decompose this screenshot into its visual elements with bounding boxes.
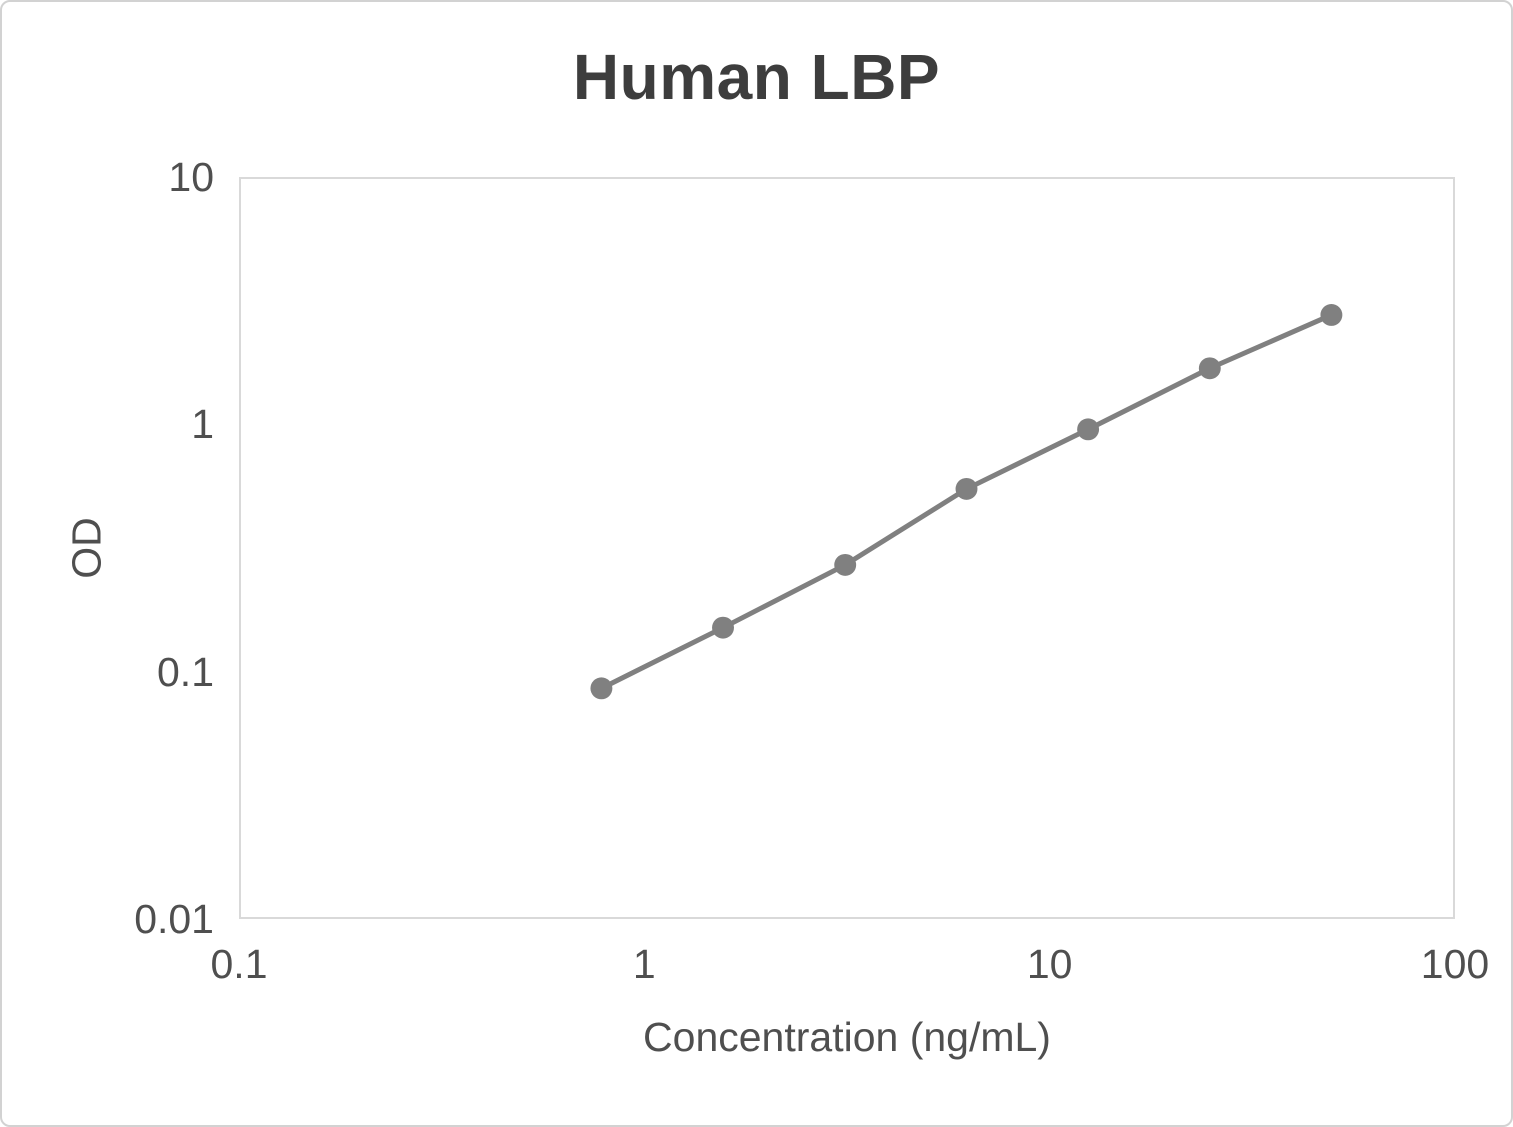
- x-tick-label: 10: [1026, 941, 1073, 987]
- data-point-marker: [590, 677, 613, 700]
- data-point-marker: [1320, 304, 1343, 326]
- data-point-marker: [712, 616, 734, 639]
- y-tick-label: 1: [191, 401, 214, 448]
- plot-area: [239, 177, 1455, 919]
- chart-title: Human LBP: [572, 41, 941, 113]
- y-axis-title: OD: [63, 517, 110, 579]
- y-tick-label: 0.01: [134, 896, 214, 942]
- data-point-marker: [1077, 418, 1100, 441]
- y-tick-label: 10: [168, 154, 214, 200]
- data-point-marker: [1198, 357, 1221, 380]
- y-tick-label: 0.1: [157, 648, 214, 695]
- x-axis-title: Concentration (ng/mL): [643, 1014, 1051, 1060]
- series-line: [598, 312, 1334, 691]
- data-point-marker: [834, 553, 857, 576]
- x-tick-label: 0.1: [210, 941, 268, 987]
- data-point-marker: [955, 477, 978, 500]
- x-tick-label: 1: [632, 941, 656, 987]
- standard-curve-plot: [590, 304, 1343, 700]
- x-tick-label: 100: [1420, 941, 1490, 987]
